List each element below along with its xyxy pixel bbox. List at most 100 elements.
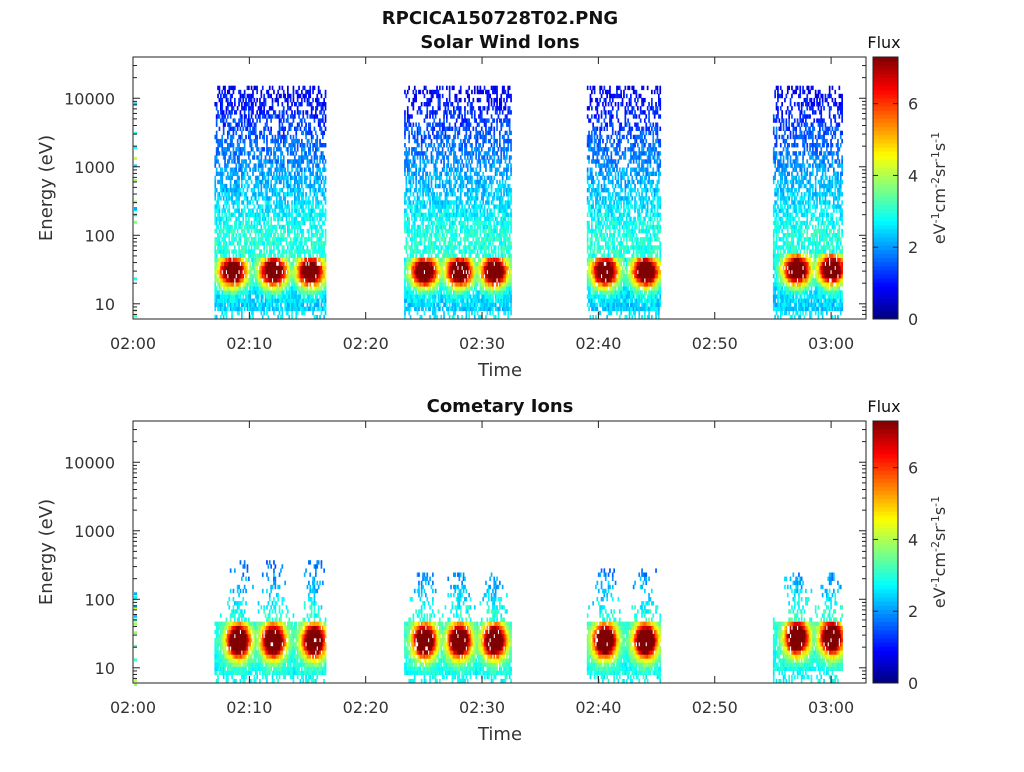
heat-cell xyxy=(406,224,409,230)
heat-cell xyxy=(464,224,466,230)
heat-cell xyxy=(316,143,319,148)
heat-cell xyxy=(419,298,422,303)
heat-cell xyxy=(243,286,246,291)
heat-cell xyxy=(409,183,412,189)
heat-cell xyxy=(215,155,218,160)
heat-cell xyxy=(418,274,420,279)
heat-cell xyxy=(448,175,451,181)
heat-cell xyxy=(273,151,275,156)
heat-cell xyxy=(275,302,278,307)
heat-cell xyxy=(217,114,219,119)
heat-cell xyxy=(253,274,256,279)
heat-cell xyxy=(461,224,463,230)
heat-cell xyxy=(246,237,249,242)
heat-cell xyxy=(220,286,222,291)
heat-cell xyxy=(475,151,477,156)
heat-cell xyxy=(443,302,445,307)
heat-cell xyxy=(323,110,325,115)
heat-cell xyxy=(277,138,279,144)
heat-cell xyxy=(413,138,416,144)
heat-cell xyxy=(459,171,462,176)
heat-cell xyxy=(249,143,251,148)
heat-cell xyxy=(214,155,217,160)
heat-cell xyxy=(315,314,317,320)
heat-cell xyxy=(458,274,461,279)
heat-cell xyxy=(221,151,224,156)
heat-cell xyxy=(448,93,451,99)
heat-cell xyxy=(243,138,246,144)
heat-cell xyxy=(217,249,219,254)
heat-cell xyxy=(412,286,415,291)
heat-cell xyxy=(316,286,319,291)
heat-cell xyxy=(313,179,316,185)
heat-cell xyxy=(306,89,309,95)
heat-cell xyxy=(433,294,436,299)
heat-cell xyxy=(412,155,415,160)
heat-cell xyxy=(323,155,325,160)
heat-cell xyxy=(259,171,261,176)
heat-cell xyxy=(316,163,319,168)
heat-cell xyxy=(471,228,473,234)
heat-cell xyxy=(281,286,284,291)
heat-cell xyxy=(440,282,443,287)
heat-cell xyxy=(465,310,468,316)
heat-cell xyxy=(267,228,270,234)
heat-cell xyxy=(471,167,473,172)
heat-cell xyxy=(274,278,277,283)
heat-cell xyxy=(480,134,483,140)
heat-cell xyxy=(323,314,325,320)
heat-cell xyxy=(241,179,243,185)
heat-cell xyxy=(423,204,426,209)
heat-cell xyxy=(462,290,465,295)
heat-cell xyxy=(254,265,257,271)
heat-cell xyxy=(295,102,298,107)
heat-cell xyxy=(323,143,325,148)
heat-cell xyxy=(234,97,236,103)
heat-cell xyxy=(250,253,253,258)
heat-cell xyxy=(222,294,225,299)
heat-cell xyxy=(413,274,416,279)
heat-cell xyxy=(309,175,312,181)
heat-cell xyxy=(288,269,291,275)
heat-cell xyxy=(305,183,307,189)
heat-cell xyxy=(483,282,486,287)
heat-cell xyxy=(291,249,293,254)
heat-cell xyxy=(316,114,319,119)
heat-cell xyxy=(215,188,218,193)
heat-cell xyxy=(480,282,483,287)
heat-cell xyxy=(434,245,437,250)
heat-cell xyxy=(275,245,278,250)
heat-cell xyxy=(443,143,445,148)
heat-cell xyxy=(303,151,306,156)
heat-cell xyxy=(418,200,420,205)
heat-cell xyxy=(275,257,278,262)
heat-cell xyxy=(415,216,417,222)
heat-cell xyxy=(285,274,288,279)
heat-cell xyxy=(319,265,321,271)
heat-cell xyxy=(471,155,473,160)
heat-cell xyxy=(261,302,264,307)
heat-cell xyxy=(249,159,251,164)
heat-cell xyxy=(458,130,461,136)
heat-cell xyxy=(287,175,289,181)
heat-cell xyxy=(454,290,457,295)
heat-cell xyxy=(236,216,239,222)
heat-cell xyxy=(426,171,429,176)
heat-cell xyxy=(296,97,299,103)
heat-cell xyxy=(278,224,281,230)
heat-cell xyxy=(261,171,264,176)
heat-cell xyxy=(221,188,224,193)
heat-cell xyxy=(416,200,419,205)
heat-cell xyxy=(309,257,312,262)
heat-cell xyxy=(281,114,284,119)
heat-cell xyxy=(412,249,415,254)
heat-cell xyxy=(291,192,293,197)
heat-cell xyxy=(446,208,448,213)
heat-cell xyxy=(317,241,320,246)
heat-cell xyxy=(465,159,468,164)
heat-cell xyxy=(235,261,238,267)
heat-cell xyxy=(473,261,476,267)
heat-cell xyxy=(415,93,417,99)
heat-cell xyxy=(306,261,309,267)
heat-cell xyxy=(298,265,300,271)
